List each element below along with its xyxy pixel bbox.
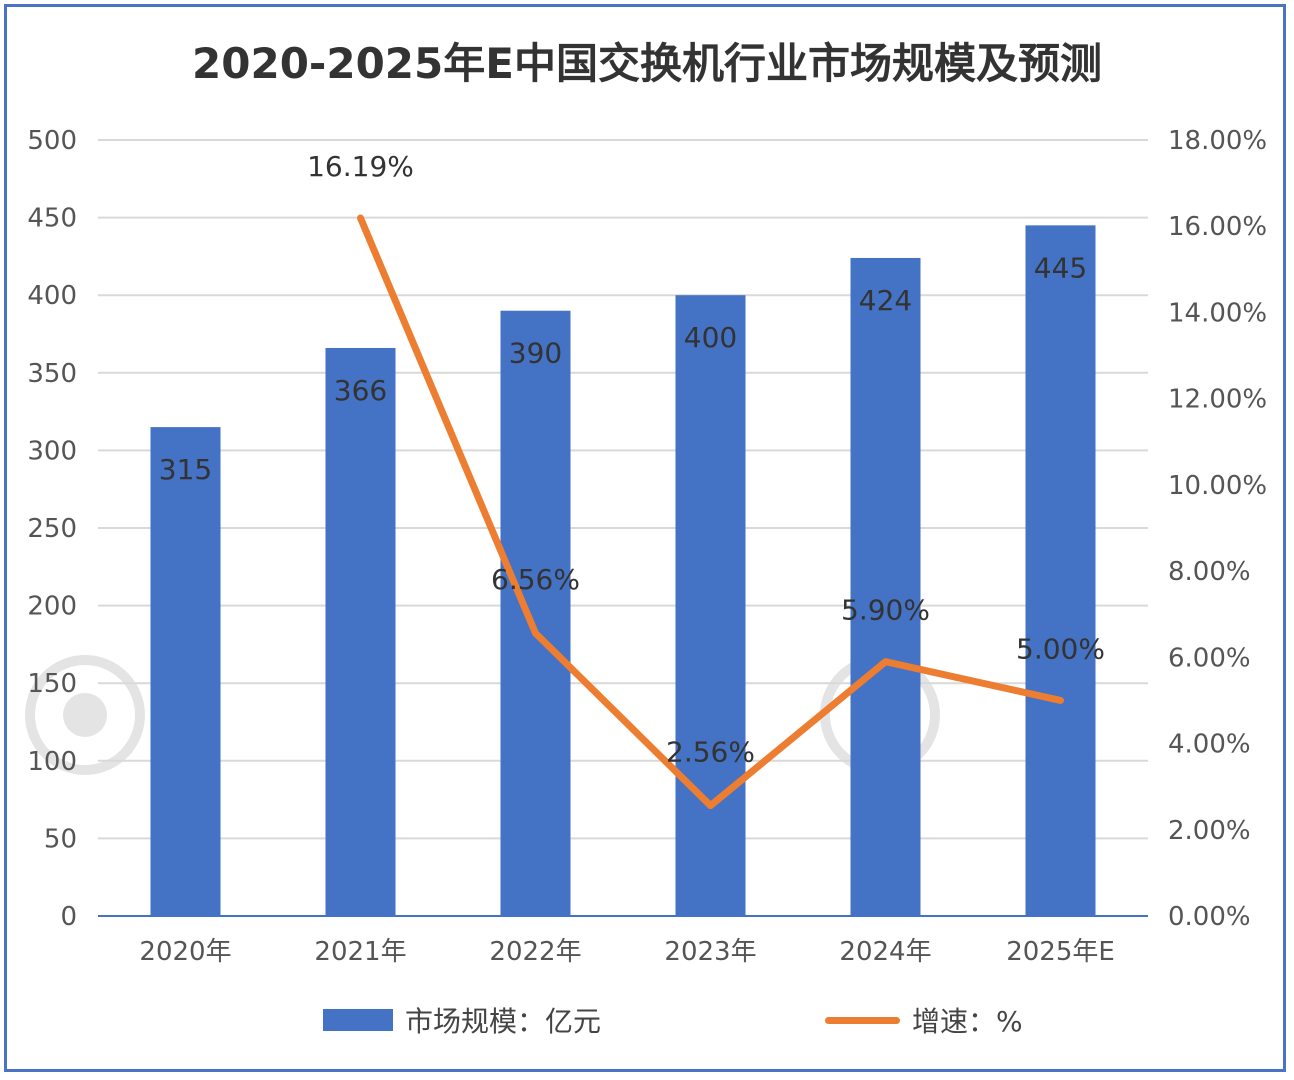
x-tick-label: 2022年 bbox=[489, 937, 581, 967]
bar bbox=[675, 295, 746, 916]
y-left-tick-label: 200 bbox=[27, 592, 77, 622]
y-right-tick-label: 16.00% bbox=[1168, 212, 1267, 242]
bar bbox=[325, 347, 396, 916]
bar-data-label: 366 bbox=[334, 374, 387, 407]
legend-bar-label: 市场规模：亿元 bbox=[405, 1005, 602, 1038]
bar bbox=[850, 257, 921, 916]
y-right-tick-label: 8.00% bbox=[1168, 557, 1251, 587]
line-point bbox=[1059, 699, 1062, 702]
y-left-tick-label: 50 bbox=[44, 824, 77, 854]
bar bbox=[150, 427, 221, 916]
axes: 0 50 100 150 200 250 300 350 400 450 500 0.00% 2.00%… bbox=[27, 126, 1267, 967]
y-left-tick-label: 0 bbox=[60, 902, 77, 932]
y-left-tick-label: 500 bbox=[27, 126, 77, 156]
y-left-tick-label: 250 bbox=[27, 514, 77, 544]
data-labels: 315 366 390 400 424 445 16.19% 6.56% 2.56% 5.90% 5… bbox=[159, 150, 1105, 769]
chart-title: 2020-2025年E中国交换机行业市场规模及预测 bbox=[192, 39, 1102, 88]
legend-item-line: 增速：% bbox=[825, 1000, 1023, 1040]
y-right-tick-label: 6.00% bbox=[1168, 643, 1251, 673]
x-tick-label: 2021年 bbox=[314, 937, 406, 967]
line-data-label: 5.90% bbox=[841, 594, 930, 627]
y-left-tick-label: 450 bbox=[27, 204, 77, 234]
y-right-tick-label: 10.00% bbox=[1168, 471, 1267, 501]
bar-data-label: 390 bbox=[509, 337, 562, 370]
line-point bbox=[534, 632, 537, 635]
y-right-tick-label: 2.00% bbox=[1168, 816, 1251, 846]
line-data-label: 2.56% bbox=[666, 736, 755, 769]
x-tick-label: 2020年 bbox=[139, 937, 231, 967]
line-data-label: 16.19% bbox=[307, 150, 414, 183]
bar-data-label: 445 bbox=[1034, 251, 1087, 284]
x-tick-label: 2023年 bbox=[664, 937, 756, 967]
y-left-tick-label: 150 bbox=[27, 669, 77, 699]
line-point bbox=[709, 804, 712, 807]
legend: 市场规模：亿元 增速：% bbox=[0, 1000, 1294, 1040]
bar bbox=[1025, 225, 1096, 917]
legend-line-label: 增速：% bbox=[912, 1005, 1023, 1038]
y-left-tick-label: 400 bbox=[27, 281, 77, 311]
line-point bbox=[359, 217, 362, 220]
legend-item-bar: 市场规模：亿元 bbox=[323, 1000, 601, 1040]
bar-series bbox=[150, 225, 1096, 917]
y-left-tick-label: 350 bbox=[27, 359, 77, 389]
grid-lines bbox=[98, 139, 1148, 840]
bar-data-label: 424 bbox=[859, 284, 912, 317]
bar-data-label: 315 bbox=[159, 453, 212, 486]
y-right-tick-label: 0.00% bbox=[1168, 902, 1251, 932]
bar bbox=[500, 310, 571, 917]
x-tick-label: 2025年E bbox=[1006, 937, 1115, 967]
x-tick-label: 2024年 bbox=[839, 937, 931, 967]
line-series bbox=[357, 214, 1064, 810]
y-right-tick-label: 18.00% bbox=[1168, 126, 1267, 156]
bar-data-label: 400 bbox=[684, 321, 737, 354]
y-right-tick-label: 12.00% bbox=[1168, 385, 1267, 415]
legend-bar-swatch bbox=[323, 1009, 393, 1031]
y-left-tick-label: 100 bbox=[27, 747, 77, 777]
legend-line-swatch bbox=[825, 1016, 900, 1024]
y-right-tick-label: 14.00% bbox=[1168, 298, 1267, 328]
line-data-label: 6.56% bbox=[491, 563, 580, 596]
y-right-tick-label: 4.00% bbox=[1168, 730, 1251, 760]
y-left-tick-label: 300 bbox=[27, 436, 77, 466]
line-point bbox=[884, 660, 887, 663]
line-data-label: 5.00% bbox=[1016, 632, 1105, 665]
